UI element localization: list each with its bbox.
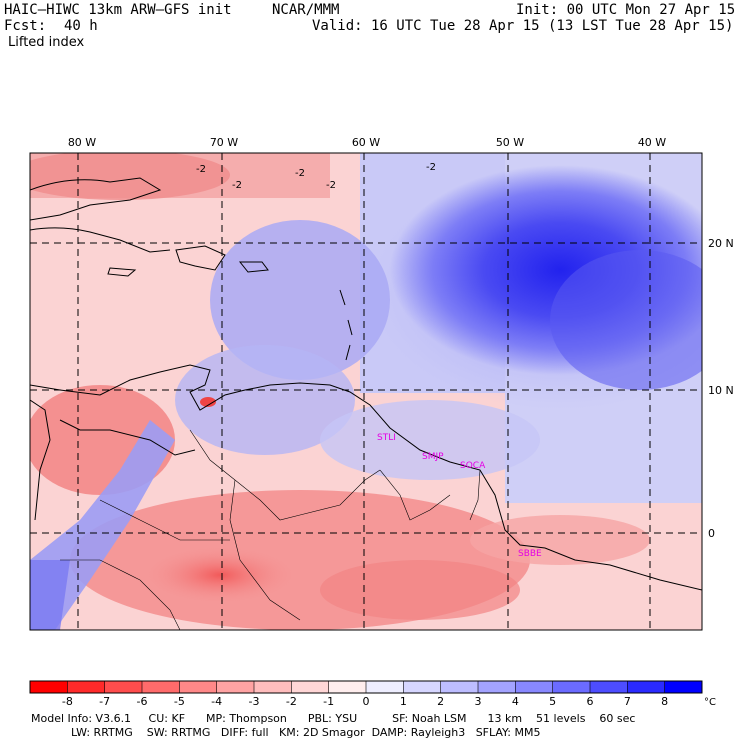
colorbar-tick-label: -7 [99, 695, 110, 708]
contour-label: -2 [426, 162, 436, 173]
colorbar-swatch [30, 681, 68, 693]
colorbar-tick-label: 7 [624, 695, 631, 708]
forecast-hours: 40 h [64, 18, 98, 34]
colorbar-tick-label: -2 [286, 695, 297, 708]
lon-label: 70 W [210, 136, 238, 149]
station-label: SOCA [460, 461, 486, 471]
colorbar-tick-label: 6 [587, 695, 594, 708]
lat-lon-grid [30, 153, 702, 630]
colorbar-swatch [179, 681, 218, 693]
colorbar-swatch [104, 681, 143, 693]
colorbar-tick-label: -8 [62, 695, 73, 708]
colorbar-swatch [515, 681, 554, 693]
map-frame [29, 152, 703, 631]
colorbar-tick-label: 3 [475, 695, 482, 708]
colorbar-tick-label: 8 [661, 695, 668, 708]
init-time: Init: 00 UTC Mon 27 Apr 15 [516, 2, 736, 18]
colorbar-swatch [291, 681, 330, 693]
lon-label: 50 W [496, 136, 524, 149]
colorbar: -8 -7 -6 -5 -4 -3 -2 -1 0 1 2 3 4 5 6 7 8 °C [29, 680, 716, 708]
colorbar-tick-label: -6 [137, 695, 148, 708]
lon-label: 60 W [352, 136, 380, 149]
colorbar-tick-label: 5 [549, 695, 556, 708]
forecast-label: Fcst: [4, 18, 47, 34]
colorbar-unit: °C [704, 697, 716, 708]
organization: NCAR/MMM [272, 2, 340, 18]
valid-time: Valid: 16 UTC Tue 28 Apr 15 (13 LST Tue … [312, 18, 734, 34]
lat-label: 20 N [708, 237, 734, 250]
lon-label: 80 W [68, 136, 96, 149]
colorbar-tick-label: 2 [437, 695, 444, 708]
colorbar-swatch [478, 681, 516, 693]
contour-label: -2 [326, 180, 336, 191]
coastlines [30, 177, 702, 591]
colorbar-swatch [552, 681, 591, 693]
colorbar-swatch [366, 681, 404, 693]
colorbar-swatch [627, 681, 666, 693]
colorbar-swatch [664, 681, 703, 693]
colorbar-swatch [403, 681, 442, 693]
lon-label: 40 W [638, 136, 666, 149]
colorbar-swatch [216, 681, 255, 693]
station-label: SMJP [422, 452, 444, 462]
colorbar-swatch [590, 681, 628, 693]
field-name: Lifted index [8, 35, 85, 50]
model-title: HAIC–HIWC 13km ARW–GFS init [4, 2, 232, 18]
station-label: SBBE [518, 549, 542, 559]
lat-label: 0 [708, 527, 715, 540]
colorbar-swatch [328, 681, 367, 693]
colorbar-swatch [440, 681, 479, 693]
colorbar-tick-label: -3 [249, 695, 260, 708]
colorbar-swatch [254, 681, 292, 693]
colorbar-swatch [142, 681, 180, 693]
colorbar-swatch [67, 681, 106, 693]
colorbar-tick-label: -5 [174, 695, 185, 708]
colorbar-tick-label: 0 [363, 695, 370, 708]
colorbar-tick-label: 4 [512, 695, 519, 708]
shading-field [30, 153, 702, 630]
colorbar-tick-label: -4 [211, 695, 222, 708]
contour-label: -2 [232, 180, 242, 191]
footer-model-info: Model Info: V3.6.1 CU: KF MP: Thompson P… [31, 712, 636, 725]
colorbar-tick-label: -1 [323, 695, 334, 708]
station-label: STLI [377, 433, 396, 443]
lat-label: 10 N [708, 384, 734, 397]
contour-label: -2 [295, 168, 305, 179]
country-borders [60, 429, 481, 630]
contour-label: -2 [196, 164, 206, 175]
footer-physics-info: LW: RRTMG SW: RRTMG DIFF: full KM: 2D Sm… [71, 726, 541, 739]
colorbar-tick-label: 1 [400, 695, 407, 708]
